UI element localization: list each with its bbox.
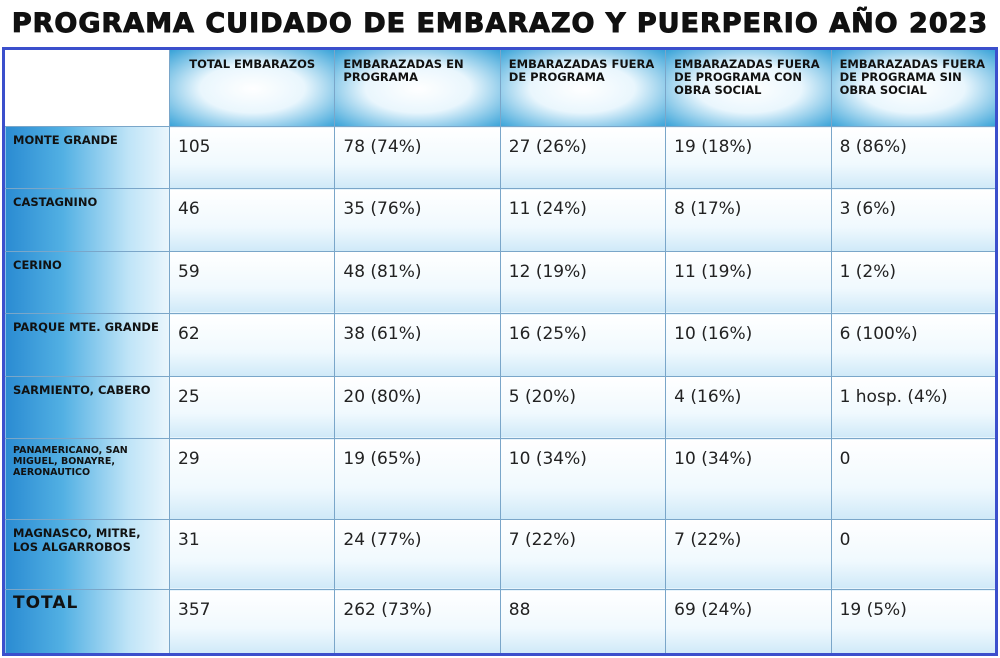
table-cell: 24 (77%) [334, 518, 501, 591]
header-row: TOTAL EMBARAZOS EMBARAZADAS EN PROGRAMA EM… [3, 48, 998, 127]
row-label: PARQUE MTE. GRANDE [3, 313, 170, 377]
table-cell: 5 (20%) [499, 375, 667, 440]
row-label: CERINO [3, 250, 170, 315]
table-cell: 8 (86%) [830, 125, 998, 190]
table-row: MONTE GRANDE 105 78 (74%) 27 (26%) 19 (18%) 8… [3, 125, 998, 190]
table-cell: 27 (26%) [499, 125, 667, 190]
table-cell: 16 (25%) [499, 313, 667, 377]
column-header: EMBARAZADAS FUERA DE PROGRAMA SIN OBRA S… [830, 48, 998, 127]
table-cell: 4 (16%) [665, 375, 832, 440]
table-row: SARMIENTO, CABERO 25 20 (80%) 5 (20%) 4 (16%… [3, 375, 998, 440]
table-cell: 1 hosp. (4%) [830, 375, 998, 440]
table-cell: 12 (19%) [499, 250, 667, 315]
table-cell: 19 (65%) [334, 438, 501, 520]
table-cell: 31 [168, 518, 336, 591]
table-cell: 62 [168, 313, 336, 377]
table-row: MAGNASCO, MITRE, LOS ALGARROBOS 31 24 (77%… [3, 518, 998, 591]
table-cell: 3 (6%) [830, 188, 998, 252]
table-row: CASTAGNINO 46 35 (76%) 11 (24%) 8 (17%) 3 (6%… [3, 188, 998, 252]
table-cell: 10 (34%) [499, 438, 667, 520]
table-row: PARQUE MTE. GRANDE 62 38 (61%) 16 (25%) 10 (… [3, 313, 998, 377]
table-cell: 8 (17%) [665, 188, 832, 252]
table-cell: 10 (34%) [665, 438, 832, 520]
table-cell: 357 [168, 589, 336, 655]
table-cell: 0 [830, 438, 998, 520]
table-cell: 1 (2%) [830, 250, 998, 315]
table-cell: 11 (24%) [499, 188, 667, 252]
table-cell: 19 (5%) [830, 589, 998, 655]
table-cell: 7 (22%) [665, 518, 832, 591]
row-label: SARMIENTO, CABERO [3, 375, 170, 440]
data-table: TOTAL EMBARAZOS EMBARAZADAS EN PROGRAMA EM… [2, 47, 998, 656]
column-header: TOTAL EMBARAZOS [168, 48, 336, 127]
table-cell: 78 (74%) [334, 125, 501, 190]
table-cell: 25 [168, 375, 336, 440]
table-row: TOTAL 357 262 (73%) 88 69 (24%) 19 (5%) [3, 589, 998, 655]
table-cell: 46 [168, 188, 336, 252]
table-cell: 88 [499, 589, 667, 655]
table-cell: 48 (81%) [334, 250, 501, 315]
column-header: EMBARAZADAS EN PROGRAMA [334, 48, 501, 127]
table-cell: 38 (61%) [334, 313, 501, 377]
corner-cell [3, 48, 170, 127]
table-cell: 10 (16%) [665, 313, 832, 377]
table-cell: 29 [168, 438, 336, 520]
table-cell: 7 (22%) [499, 518, 667, 591]
table-cell: 6 (100%) [830, 313, 998, 377]
table-row: PANAMERICANO, SAN MIGUEL, BONAYRE, AERON… [3, 438, 998, 520]
table-cell: 20 (80%) [334, 375, 501, 440]
column-header: EMBARAZADAS FUERA DE PROGRAMA [499, 48, 667, 127]
table-cell: 262 (73%) [334, 589, 501, 655]
table-cell: 0 [830, 518, 998, 591]
table-cell: 35 (76%) [334, 188, 501, 252]
table-cell: 19 (18%) [665, 125, 832, 190]
table-cell: 11 (19%) [665, 250, 832, 315]
row-label: MONTE GRANDE [3, 125, 170, 190]
column-header: EMBARAZADAS FUERA DE PROGRAMA CON OBRA S… [665, 48, 832, 127]
row-label: PANAMERICANO, SAN MIGUEL, BONAYRE, AERON… [3, 438, 170, 520]
table-cell: 59 [168, 250, 336, 315]
page-title: PROGRAMA CUIDADO DE EMBARAZO Y PUERPERIO… [11, 8, 989, 40]
row-label: MAGNASCO, MITRE, LOS ALGARROBOS [3, 518, 170, 591]
row-label: CASTAGNINO [3, 188, 170, 252]
table-cell: 105 [168, 125, 336, 190]
row-label: TOTAL [3, 589, 170, 655]
table-row: CERINO 59 48 (81%) 12 (19%) 11 (19%) 1 (2%) [3, 250, 998, 315]
table-cell: 69 (24%) [665, 589, 832, 655]
table-body: MONTE GRANDE 105 78 (74%) 27 (26%) 19 (18%) 8… [3, 125, 998, 655]
